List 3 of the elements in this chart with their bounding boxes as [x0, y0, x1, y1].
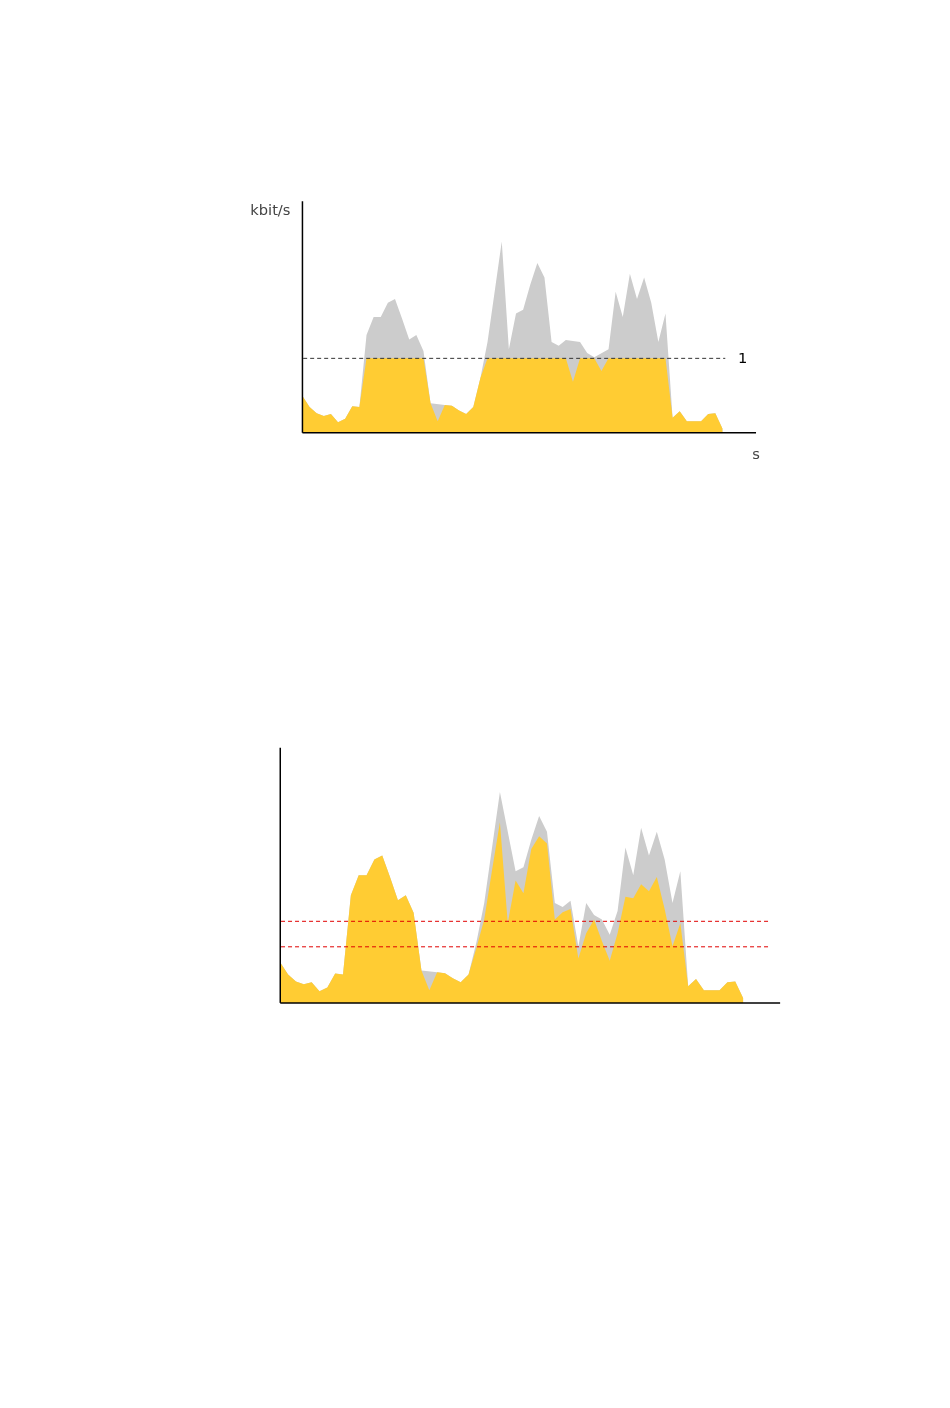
- y-axis-title: kbit/s: [250, 201, 291, 219]
- text: 1: [738, 349, 748, 367]
- x-axis-title: s: [752, 444, 760, 462]
